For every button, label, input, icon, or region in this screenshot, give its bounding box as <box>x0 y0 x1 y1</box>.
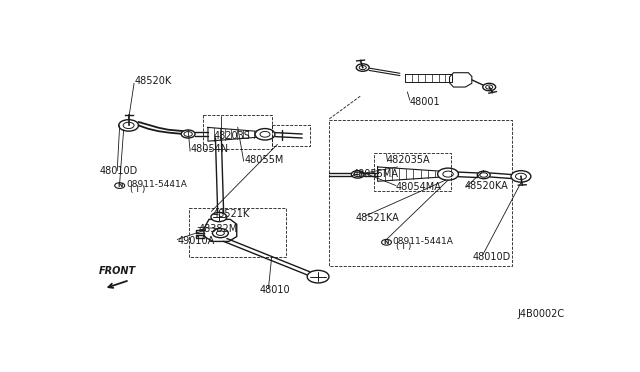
Text: ( I ): ( I ) <box>129 185 145 194</box>
Text: FRONT: FRONT <box>99 266 136 276</box>
Text: 482035A: 482035A <box>387 155 431 165</box>
Circle shape <box>255 129 275 140</box>
Text: 48520KA: 48520KA <box>465 180 509 190</box>
Circle shape <box>477 171 490 179</box>
Circle shape <box>211 212 227 222</box>
Circle shape <box>443 171 453 177</box>
Text: 48010D: 48010D <box>100 166 138 176</box>
Polygon shape <box>405 74 452 83</box>
Text: J4B0002C: J4B0002C <box>518 309 565 319</box>
Polygon shape <box>378 167 442 181</box>
Polygon shape <box>449 73 472 87</box>
Circle shape <box>181 130 195 138</box>
Text: 48055M: 48055M <box>244 155 284 165</box>
Circle shape <box>381 240 392 245</box>
Text: 48055MA: 48055MA <box>352 169 398 179</box>
Text: 48382M: 48382M <box>199 224 238 234</box>
Circle shape <box>115 183 125 189</box>
Polygon shape <box>204 219 237 241</box>
Text: 49010A: 49010A <box>178 236 215 246</box>
Polygon shape <box>208 128 260 141</box>
Circle shape <box>511 171 531 182</box>
Text: 48203S: 48203S <box>214 131 251 141</box>
Circle shape <box>351 171 364 178</box>
Circle shape <box>260 131 270 137</box>
Text: 48010: 48010 <box>260 285 290 295</box>
Circle shape <box>483 83 495 91</box>
Text: 48521K: 48521K <box>212 209 250 219</box>
Circle shape <box>118 120 138 131</box>
Text: 08911-5441A: 08911-5441A <box>126 180 187 189</box>
Text: 48521KA: 48521KA <box>356 213 399 223</box>
Text: N: N <box>384 240 389 245</box>
Circle shape <box>216 231 225 235</box>
Circle shape <box>356 64 369 71</box>
Circle shape <box>438 168 458 180</box>
Text: 48054N: 48054N <box>190 144 228 154</box>
Text: 48520K: 48520K <box>134 76 172 86</box>
Text: ( I ): ( I ) <box>396 242 412 251</box>
Text: 48010D: 48010D <box>473 252 511 262</box>
Text: N: N <box>117 183 122 188</box>
Text: 08911-5441A: 08911-5441A <box>392 237 453 246</box>
Text: 48054MA: 48054MA <box>396 182 442 192</box>
Circle shape <box>307 270 329 283</box>
Circle shape <box>212 228 228 238</box>
Text: 48001: 48001 <box>410 97 440 107</box>
